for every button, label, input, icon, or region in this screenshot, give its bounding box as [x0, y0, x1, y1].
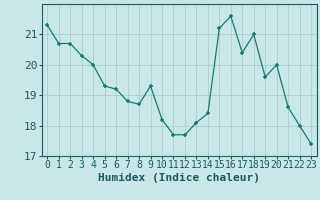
X-axis label: Humidex (Indice chaleur): Humidex (Indice chaleur): [98, 173, 260, 183]
